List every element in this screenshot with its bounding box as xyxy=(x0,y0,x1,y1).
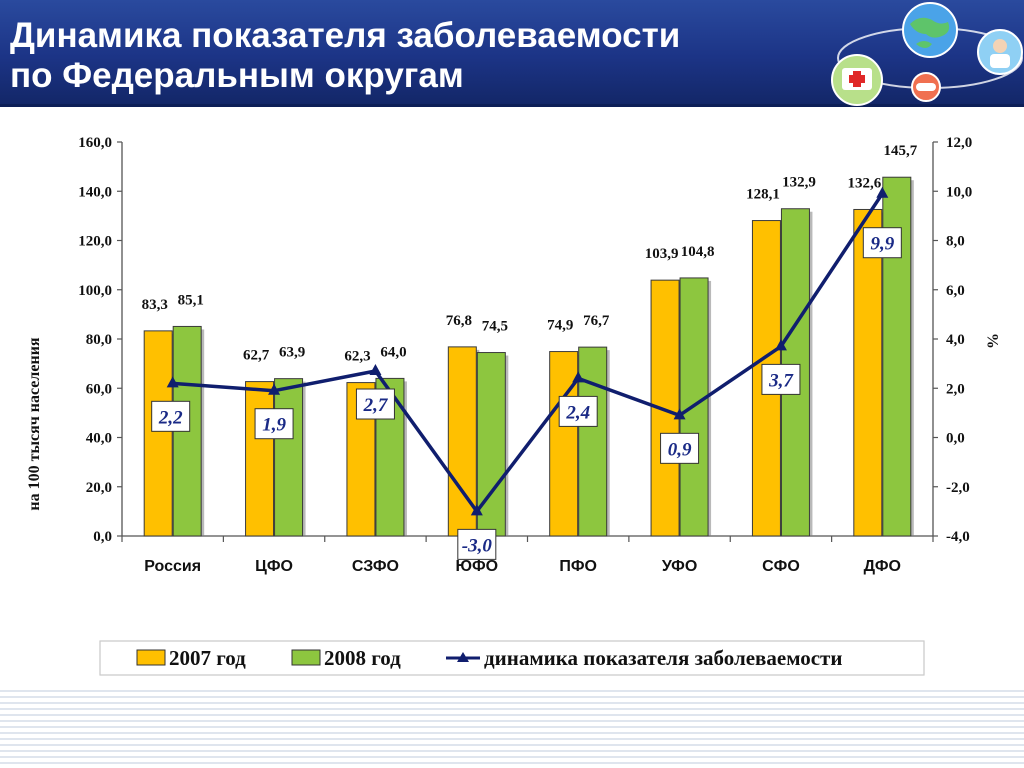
y2-tick-label: 12,0 xyxy=(946,135,972,151)
dynamics-label-box xyxy=(151,400,191,432)
bar-value-label: 145,7 xyxy=(883,143,917,159)
bar-value-label: 103,9 xyxy=(645,246,679,262)
bar-2007 xyxy=(245,381,275,537)
bar-value-label: 76,7 xyxy=(583,313,610,329)
bar-value-label: 74,5 xyxy=(482,319,508,335)
y-tick-label: 0,0 xyxy=(93,529,112,545)
legend-swatch-2007 xyxy=(136,649,166,666)
dynamics-value-label: 2,7 xyxy=(363,395,389,416)
nurse-icon xyxy=(977,29,1023,75)
legend-label-dynamics: динамика показателя заболеваемости xyxy=(484,646,842,670)
dynamics-marker xyxy=(876,186,889,198)
dynamics-label-box xyxy=(355,388,395,420)
dynamics-marker xyxy=(369,364,382,376)
dynamics-value-label: -3,0 xyxy=(462,535,493,556)
bar-value-label: 85,1 xyxy=(178,292,204,308)
category-label: ЮФО xyxy=(456,558,499,575)
dynamics-marker xyxy=(470,504,483,516)
dynamics-label-box xyxy=(457,528,497,560)
y-tick-label: 140,0 xyxy=(78,184,112,200)
y2-tick-label: 2,0 xyxy=(946,381,965,397)
category-label: ДФО xyxy=(864,558,901,575)
dynamics-marker xyxy=(268,383,281,395)
category-label: Россия xyxy=(144,558,201,575)
legend-label-2008: 2008 год xyxy=(324,646,401,670)
legend-label-2007: 2007 год xyxy=(169,646,246,670)
y-tick-label: 120,0 xyxy=(78,234,112,250)
bar-value-label: 128,1 xyxy=(746,187,780,203)
medical-globe-logo xyxy=(831,2,1023,106)
dynamics-value-label: 3,7 xyxy=(768,370,794,391)
dynamics-label-box xyxy=(254,408,294,440)
bar-2008 xyxy=(274,378,304,537)
page-title: Динамика показателя заболеваемости по Фе… xyxy=(10,16,681,95)
bar-value-label: 132,9 xyxy=(782,175,816,191)
y-tick-label: 80,0 xyxy=(86,332,112,348)
category-label: СФО xyxy=(762,558,800,575)
footer-decoration xyxy=(0,690,1024,768)
y-axis-title: на 100 тысяч населения xyxy=(26,337,43,510)
y2-tick-label: 6,0 xyxy=(946,283,965,299)
bar-value-label: 132,6 xyxy=(847,175,881,191)
chart: 83,3 85,1 62,7 63,9 62,3 64,0 76,8 74,5 74,9 76,7… xyxy=(26,135,1002,676)
globe-icon xyxy=(902,2,958,58)
bar-2007 xyxy=(853,208,883,537)
legend-swatch-2008 xyxy=(291,649,321,666)
dynamics-label-box xyxy=(862,227,902,259)
bar-value-label: 62,7 xyxy=(243,348,270,364)
y2-tick-label: 8,0 xyxy=(946,234,965,250)
y2-tick-label: 0,0 xyxy=(946,431,965,447)
first-aid-icon xyxy=(831,54,883,106)
y-tick-label: 100,0 xyxy=(78,283,112,299)
legend-marker-dynamics xyxy=(457,652,469,662)
dynamics-value-label: 2,4 xyxy=(565,402,590,423)
y2-tick-label: -2,0 xyxy=(946,480,970,496)
dynamics-label-box xyxy=(660,432,700,464)
y-tick-label: 40,0 xyxy=(86,431,112,447)
title-banner: Динамика показателя заболеваемости по Фе… xyxy=(0,0,1024,107)
dynamics-value-label: 1,9 xyxy=(262,415,286,436)
bar-value-label: 104,8 xyxy=(681,244,715,260)
category-label: ЦФО xyxy=(255,558,293,575)
category-label: СЗФО xyxy=(352,558,399,575)
pills-icon xyxy=(911,72,941,102)
dynamics-value-label: 0,9 xyxy=(668,439,692,460)
bar-value-label: 63,9 xyxy=(279,345,305,361)
dynamics-marker xyxy=(673,408,686,420)
y2-tick-label: 10,0 xyxy=(946,184,972,200)
bar-2007 xyxy=(549,351,579,537)
y2-tick-label: -4,0 xyxy=(946,529,970,545)
category-label: УФО xyxy=(662,558,697,575)
dynamics-marker xyxy=(774,339,787,351)
dynamics-marker xyxy=(166,376,179,388)
dynamics-label-box xyxy=(761,363,801,395)
bar-2008 xyxy=(578,346,608,537)
y-tick-label: 20,0 xyxy=(86,480,112,496)
legend: 2007 год 2008 год динамика показателя за… xyxy=(99,640,925,676)
y-tick-label: 60,0 xyxy=(86,381,112,397)
bar-2008 xyxy=(476,352,506,537)
y-tick-label: 160,0 xyxy=(78,135,112,151)
category-label: ПФО xyxy=(559,558,597,575)
bar-value-label: 64,0 xyxy=(380,344,406,360)
bar-2007 xyxy=(143,330,173,537)
dynamics-value-label: 2,2 xyxy=(158,407,183,428)
dynamics-label-box xyxy=(558,395,598,427)
dynamics-value-label: 9,9 xyxy=(870,234,894,255)
bar-value-label: 62,3 xyxy=(344,349,370,365)
dynamics-line xyxy=(172,192,884,514)
bar-value-label: 83,3 xyxy=(142,297,168,313)
y2-tick-label: 4,0 xyxy=(946,332,965,348)
dynamics-marker xyxy=(572,371,585,383)
bar-value-label: 76,8 xyxy=(446,313,472,329)
y2-axis-title: % xyxy=(985,333,1002,349)
bar-value-label: 74,9 xyxy=(547,318,573,334)
bar-2007 xyxy=(447,346,477,537)
